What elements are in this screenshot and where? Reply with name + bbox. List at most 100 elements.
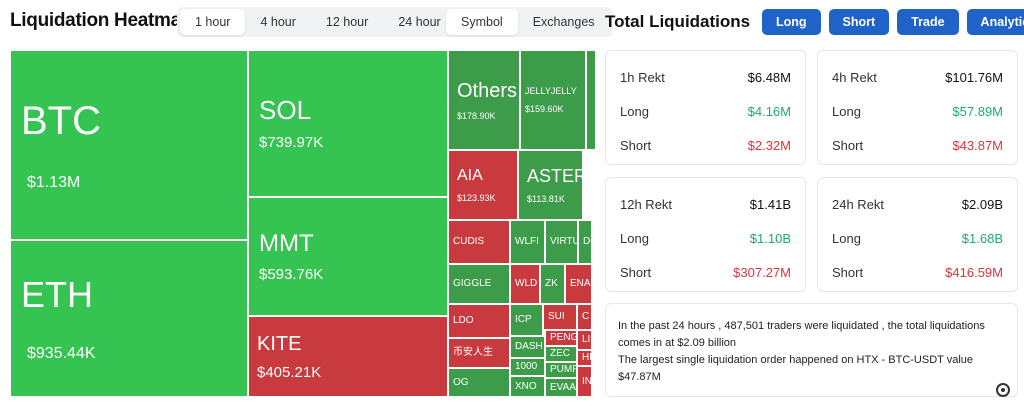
- heatmap-tile[interactable]: BTC $1.13M: [10, 50, 248, 240]
- action-button[interactable]: Trade: [897, 9, 959, 35]
- heatmap-tile[interactable]: JELLYJELLY $159.60K: [520, 50, 586, 150]
- heatmap-tile[interactable]: DASH: [510, 336, 545, 358]
- heatmap-tile[interactable]: SUI: [543, 304, 577, 330]
- tile-symbol: ZEC: [550, 348, 570, 360]
- tile-symbol: DASH: [515, 341, 543, 353]
- tile-symbol: ICP: [515, 314, 532, 326]
- tile-symbol: INJ: [582, 375, 592, 387]
- time-tab[interactable]: 1 hour: [180, 9, 246, 35]
- card-row: Long $4.16M: [620, 104, 791, 119]
- row-value: $1.68B: [961, 231, 1003, 246]
- row-value: $307.27M: [733, 265, 791, 280]
- rekt-card: 24h Rekt $2.09B Long $1.68B Short $416.59M: [817, 177, 1018, 292]
- card-total: $1.41B: [749, 197, 791, 212]
- action-button[interactable]: Short: [828, 9, 890, 35]
- tile-symbol: 币安人生: [453, 347, 493, 359]
- view-tab[interactable]: Exchanges: [532, 15, 595, 29]
- tile-symbol: JELLYJELLY: [525, 85, 577, 96]
- time-tab[interactable]: 12 hour: [325, 15, 369, 29]
- card-row: Short $416.59M: [832, 265, 1003, 280]
- heatmap-tile[interactable]: PUMP: [545, 362, 577, 378]
- heatmap-tile[interactable]: ASTER $113.81K: [518, 150, 583, 220]
- heatmap-tile[interactable]: ETH $935.44K: [10, 240, 248, 397]
- action-button[interactable]: Analytics: [966, 9, 1024, 35]
- row-label: Short: [832, 265, 864, 280]
- time-tab[interactable]: 24 hour: [398, 15, 441, 29]
- heatmap-tile[interactable]: 1000: [510, 358, 545, 376]
- tile-symbol: Others: [457, 79, 518, 102]
- tile-symbol: PUMP: [550, 364, 577, 376]
- heatmap-tile[interactable]: LDO: [448, 304, 510, 338]
- heatmap-tile[interactable]: WLD: [510, 264, 540, 304]
- tile-symbol: 1000: [515, 361, 538, 373]
- heatmap-tile[interactable]: MMT $593.76K: [248, 197, 448, 316]
- heatmap-tile[interactable]: X: [586, 50, 596, 150]
- tile-symbol: LIN: [582, 334, 591, 346]
- heatmap-tile[interactable]: SOL $739.97K: [248, 50, 448, 197]
- tile-amount: $178.90K: [457, 110, 496, 121]
- tile-symbol: OG: [453, 376, 469, 388]
- row-label: Long: [832, 231, 861, 246]
- tile-symbol: CUDIS: [453, 236, 485, 248]
- heatmap-tile[interactable]: PENG: [545, 330, 577, 346]
- settings-icon[interactable]: [994, 381, 1012, 399]
- heatmap-tile[interactable]: GIGGLE: [448, 264, 510, 304]
- heatmap-tile[interactable]: AIA $123.93K: [448, 150, 518, 220]
- heatmap-title: Liquidation Heatmap: [10, 10, 193, 31]
- heatmap-tile[interactable]: LIN: [577, 330, 592, 350]
- row-value: $1.10B: [749, 231, 791, 246]
- card-title: 12h Rekt: [620, 197, 673, 212]
- card-row: Short $307.27M: [620, 265, 791, 280]
- heatmap-tile[interactable]: Others $178.90K: [448, 50, 520, 150]
- tile-symbol: BTC: [21, 99, 101, 143]
- heatmap-tile[interactable]: ZK: [540, 264, 565, 304]
- view-tab[interactable]: Symbol: [446, 9, 518, 35]
- card-row: Short $2.32M: [620, 138, 791, 153]
- row-value: $57.89M: [952, 104, 1003, 119]
- card-row: Long $57.89M: [832, 104, 1003, 119]
- heatmap-tile[interactable]: ZEC: [545, 346, 577, 362]
- tile-symbol: KITE: [257, 332, 302, 355]
- heatmap-tile[interactable]: ENA: [565, 264, 592, 304]
- summary-note: In the past 24 hours , 487,501 traders w…: [605, 303, 1018, 397]
- heatmap-tile[interactable]: HE: [577, 350, 592, 366]
- heatmap-tile[interactable]: CUDIS: [448, 220, 510, 264]
- card-total: $2.09B: [961, 197, 1003, 212]
- tile-symbol: WLFI: [515, 236, 539, 248]
- heatmap-tile[interactable]: WLFI: [510, 220, 545, 264]
- row-value: $416.59M: [945, 265, 1003, 280]
- tile-symbol: LDO: [453, 315, 474, 327]
- card-total: $101.76M: [945, 70, 1003, 85]
- heatmap-tile[interactable]: 币安人生: [448, 338, 510, 368]
- heatmap-tile[interactable]: KITE $405.21K: [248, 316, 448, 397]
- heatmap-tile[interactable]: XNO: [510, 376, 545, 397]
- row-value: $2.32M: [747, 138, 791, 153]
- action-buttons: Long Short Trade Analytics: [762, 9, 1024, 35]
- time-tab[interactable]: 4 hour: [260, 15, 296, 29]
- heatmap-tile[interactable]: INJ: [577, 366, 592, 397]
- card-row: Long $1.68B: [832, 231, 1003, 246]
- heatmap-tile[interactable]: C: [577, 304, 592, 330]
- tile-symbol: AIA: [457, 166, 483, 184]
- card-header: 12h Rekt $1.41B: [620, 197, 791, 212]
- rekt-card: 12h Rekt $1.41B Long $1.10B Short $307.27M: [605, 177, 806, 292]
- tile-symbol: WLD: [515, 278, 538, 290]
- row-label: Long: [832, 104, 861, 119]
- tile-amount: $405.21K: [257, 363, 322, 381]
- action-button[interactable]: Long: [762, 9, 821, 35]
- tile-amount: $159.60K: [525, 104, 564, 115]
- rekt-card: 1h Rekt $6.48M Long $4.16M Short $2.32M: [605, 50, 806, 165]
- summary-title: Total Liquidations: [605, 12, 751, 31]
- heatmap-tile[interactable]: DO: [578, 220, 592, 264]
- view-tabs: Symbol Exchanges: [443, 7, 613, 37]
- heatmap-tile[interactable]: ICP: [510, 304, 543, 336]
- heatmap-tile[interactable]: EVAA: [545, 378, 577, 397]
- heatmap-tile[interactable]: OG: [448, 368, 510, 397]
- heatmap-tile[interactable]: VIRTU: [545, 220, 578, 264]
- heatmap: BTC $1.13M ETH $935.44K SOL $739.97K MMT $593.7…: [10, 50, 596, 397]
- note-line: The largest single liquidation order hap…: [618, 354, 974, 383]
- card-title: 24h Rekt: [832, 197, 885, 212]
- tile-symbol: DO: [583, 236, 591, 248]
- tile-symbol: SOL: [259, 95, 312, 126]
